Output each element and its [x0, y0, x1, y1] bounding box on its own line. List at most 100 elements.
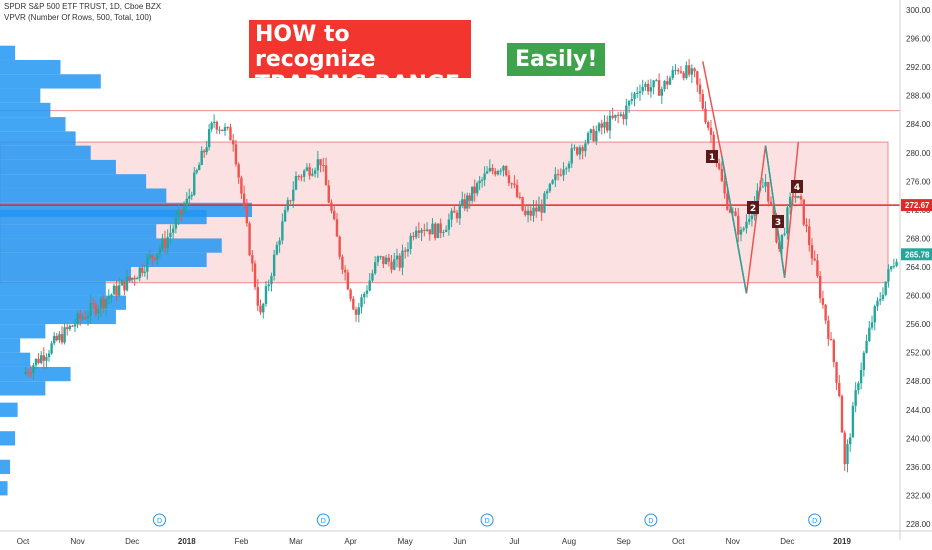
dividend-marker-text: D [485, 518, 490, 525]
candles [24, 59, 898, 473]
x-tick-label: Nov [726, 537, 740, 546]
candle-body [376, 256, 380, 263]
candle-body [322, 165, 325, 167]
candle-body [234, 144, 238, 165]
x-tick-label: 2018 [178, 537, 196, 546]
candle-body [870, 322, 874, 328]
volume-bar [0, 59, 61, 75]
current-price-tag-box [901, 248, 932, 261]
candle-body [701, 94, 704, 109]
y-tick-label: 268.00 [906, 234, 931, 243]
candle-body [32, 365, 35, 374]
candle-body [292, 189, 295, 201]
candle-body [99, 298, 103, 309]
candle-body [404, 250, 407, 252]
dividend-marker-circle [808, 513, 822, 527]
key-level-tag-box [901, 199, 932, 212]
candle-body [105, 299, 108, 308]
candle-body [431, 223, 434, 235]
candle-body [794, 195, 797, 198]
candle-body [619, 114, 623, 116]
candle-body [507, 175, 511, 184]
candle-body [496, 171, 500, 175]
candle-body [215, 121, 219, 130]
candle-body [775, 214, 778, 243]
candle-body [450, 210, 453, 220]
point-label-2: 2 [747, 201, 759, 214]
volume-bar [0, 117, 66, 132]
candle-body [248, 223, 251, 256]
point-label-box [791, 180, 803, 193]
candle-body [177, 209, 180, 218]
dividend-marker-text: D [157, 518, 162, 525]
candle-body [783, 233, 786, 235]
point-label-text: 2 [750, 204, 756, 214]
candle-body [182, 206, 186, 214]
candle-body [584, 143, 587, 152]
candle-body [153, 257, 157, 260]
candle-body [551, 180, 554, 184]
point-label-1: 1 [706, 150, 718, 163]
candle-body [840, 395, 844, 433]
candle-body [731, 211, 734, 213]
candle-body [24, 371, 27, 375]
candle-body [698, 84, 702, 95]
candle-body [136, 277, 139, 280]
candle-body [428, 229, 431, 235]
candle-body [156, 253, 159, 260]
candle-body [308, 167, 311, 176]
x-tick-label: Sep [616, 537, 631, 546]
candle-body [319, 159, 322, 166]
candle-body [802, 199, 805, 225]
candle-body [387, 257, 391, 262]
x-tick-label: Nov [70, 537, 84, 546]
candle-body [272, 254, 276, 276]
candle-body [685, 65, 688, 79]
candle-body [89, 302, 92, 316]
y-tick-label: 244.00 [906, 406, 931, 415]
point-label-box [706, 150, 718, 163]
x-tick-label: Oct [17, 537, 30, 546]
headline-line-2: TRADING RANGE [255, 72, 461, 97]
candle-body [205, 147, 208, 153]
candle-body [832, 340, 836, 363]
point-label-box [747, 201, 759, 214]
volume-bar [0, 295, 126, 310]
candle-body [663, 80, 666, 89]
candle-body [68, 325, 71, 330]
dividend-marker: D [808, 513, 822, 527]
candle-body [565, 168, 568, 170]
candle-body [821, 298, 825, 305]
candle-body [341, 256, 344, 270]
x-axis-ticks: Oct Nov Dec 2018 Feb Mar Apr May Jun Jul Aug Sep Oct… [17, 537, 852, 546]
candle-body [633, 93, 636, 100]
candle-body [502, 165, 505, 171]
candle-body [200, 150, 203, 165]
candle-body [379, 256, 382, 258]
dividend-marker-text: D [321, 518, 326, 525]
candle-body [50, 343, 53, 354]
y-tick-label: 280.00 [906, 149, 931, 158]
candle-body [810, 245, 814, 259]
candle-body [889, 266, 893, 270]
y-tick-label: 248.00 [906, 377, 931, 386]
candle-body [747, 219, 751, 222]
candle-body [704, 108, 707, 123]
indicator-legend: VPVR (Number Of Rows, 500, Total, 100) [4, 13, 152, 22]
candle-body [592, 129, 595, 142]
candle-body [483, 173, 486, 180]
candle-body [671, 70, 674, 79]
candle-body [742, 228, 745, 230]
point-label-text: 3 [775, 218, 781, 228]
candle-body [256, 287, 259, 306]
candle-body [687, 65, 691, 75]
candle-body [335, 219, 339, 237]
candle-body [649, 87, 653, 92]
x-tick-label: Dec [125, 537, 139, 546]
candle-body [606, 121, 609, 131]
candle-body [554, 174, 557, 181]
candle-body [102, 298, 105, 308]
candle-body [444, 229, 448, 232]
x-tick-label: Aug [562, 537, 576, 546]
